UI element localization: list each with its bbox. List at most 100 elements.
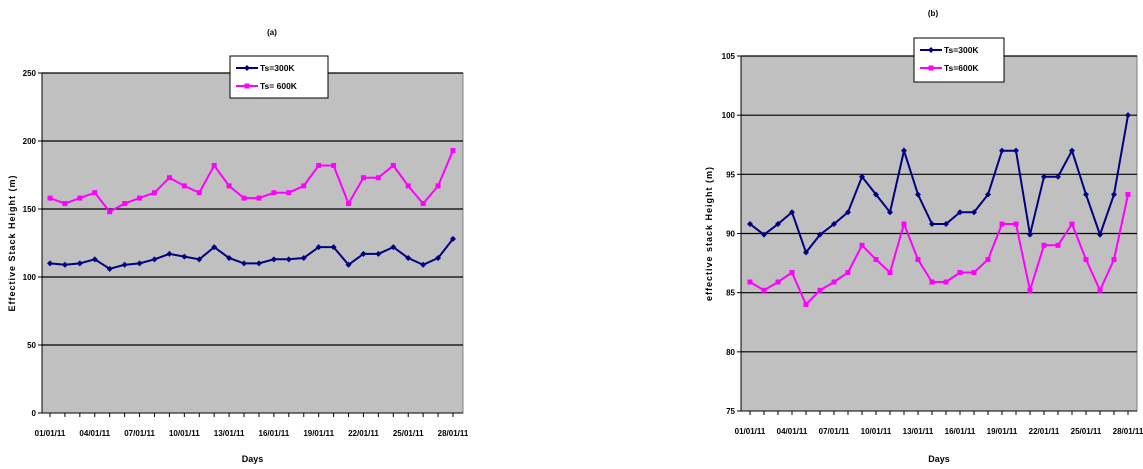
y-tick-label: 150	[23, 205, 37, 214]
data-point	[375, 175, 381, 181]
x-tick-label: 16/01/11	[945, 427, 976, 436]
data-point	[360, 175, 366, 181]
data-point	[747, 221, 753, 228]
data-point	[845, 270, 851, 276]
y-axis-label: effective stack Height (m)	[704, 166, 714, 301]
data-point	[345, 261, 352, 268]
y-tick-label: 250	[23, 69, 37, 78]
x-axis-label: Days	[928, 454, 950, 464]
x-tick-label: 04/01/11	[79, 429, 110, 438]
x-tick-label: 25/01/11	[1071, 427, 1102, 436]
x-tick-label: 28/01/11	[1113, 427, 1143, 436]
data-point	[121, 261, 128, 268]
data-point	[747, 279, 753, 285]
data-point	[122, 201, 128, 207]
data-point	[1083, 191, 1089, 198]
data-point	[346, 201, 352, 207]
legend-box	[229, 55, 329, 99]
data-point	[1125, 191, 1131, 197]
data-point	[420, 201, 426, 207]
legend: Ts=300K Ts= 600K	[229, 55, 329, 99]
data-point	[775, 279, 781, 285]
data-point	[181, 183, 187, 189]
data-point	[1055, 242, 1061, 248]
data-point	[420, 261, 427, 268]
data-point	[1083, 257, 1089, 263]
data-point	[901, 221, 907, 227]
data-point	[1027, 287, 1033, 293]
y-tick-label: 75	[726, 407, 735, 416]
data-point	[817, 231, 823, 238]
legend-marker	[928, 47, 934, 53]
data-point	[271, 190, 277, 196]
data-point	[929, 221, 935, 228]
data-point	[375, 250, 382, 257]
y-tick-label: 0	[32, 409, 37, 418]
data-point	[107, 209, 113, 215]
data-point	[803, 249, 809, 256]
data-point	[789, 270, 795, 276]
y-tick-label: 85	[726, 289, 735, 298]
data-point	[873, 191, 879, 198]
data-point	[405, 183, 411, 189]
data-point	[301, 183, 307, 189]
data-point	[831, 279, 837, 285]
data-point	[761, 287, 767, 293]
y-tick-label: 100	[722, 111, 736, 120]
x-tick-label: 13/01/11	[903, 427, 934, 436]
data-point	[915, 191, 921, 198]
data-point	[47, 195, 53, 201]
data-point	[76, 260, 83, 267]
data-point	[330, 244, 337, 251]
y-tick-label: 50	[27, 341, 36, 350]
data-point	[315, 244, 322, 251]
data-point	[957, 270, 963, 276]
legend-label: Ts= 600K	[260, 81, 298, 91]
legend-label: Ts=300K	[944, 45, 979, 55]
data-point	[256, 195, 262, 201]
data-point	[929, 279, 935, 285]
data-point	[331, 162, 337, 168]
legend-marker	[244, 65, 250, 71]
chart-b: 75 80 85 90 95 100 105 01/01/11 04/01/11 07/01/11…	[704, 9, 1143, 464]
data-point	[971, 270, 977, 276]
x-tick-label: 19/01/11	[987, 427, 1018, 436]
data-point	[915, 257, 921, 263]
x-tick-label: 16/01/11	[259, 429, 290, 438]
data-point	[971, 209, 977, 216]
data-point	[887, 270, 893, 276]
data-point	[166, 175, 172, 181]
data-point	[211, 162, 217, 168]
x-tick-label: 04/01/11	[777, 427, 808, 436]
data-point	[1041, 173, 1047, 180]
data-point	[943, 279, 949, 285]
data-point	[316, 162, 322, 168]
data-point	[151, 190, 157, 196]
data-point	[151, 256, 158, 263]
chart-title: (a)	[267, 28, 277, 37]
x-tick-label: 19/01/11	[303, 429, 334, 438]
data-point	[985, 191, 991, 198]
data-point	[106, 265, 113, 272]
series-line-ts600k	[749, 194, 1129, 307]
y-tick-label: 100	[23, 273, 37, 282]
chart-a: 0 50 100 150 200 250 01/01/11 04/01/11 07/01/11 1…	[7, 28, 469, 464]
chart-title: (b)	[928, 9, 939, 18]
data-point	[1041, 242, 1047, 248]
data-point	[62, 201, 68, 207]
y-tick-label: 80	[726, 348, 735, 357]
data-point	[1013, 221, 1019, 227]
x-tick-label: 10/01/11	[861, 427, 892, 436]
data-point	[1027, 231, 1033, 238]
data-point	[775, 221, 781, 228]
x-tick-label: 25/01/11	[393, 429, 424, 438]
data-point	[286, 190, 292, 196]
data-point	[435, 254, 442, 261]
data-point	[1111, 191, 1117, 198]
data-point	[789, 209, 795, 216]
data-point	[845, 209, 851, 216]
data-point	[137, 195, 143, 201]
data-point	[999, 221, 1005, 227]
data-point	[390, 244, 397, 251]
